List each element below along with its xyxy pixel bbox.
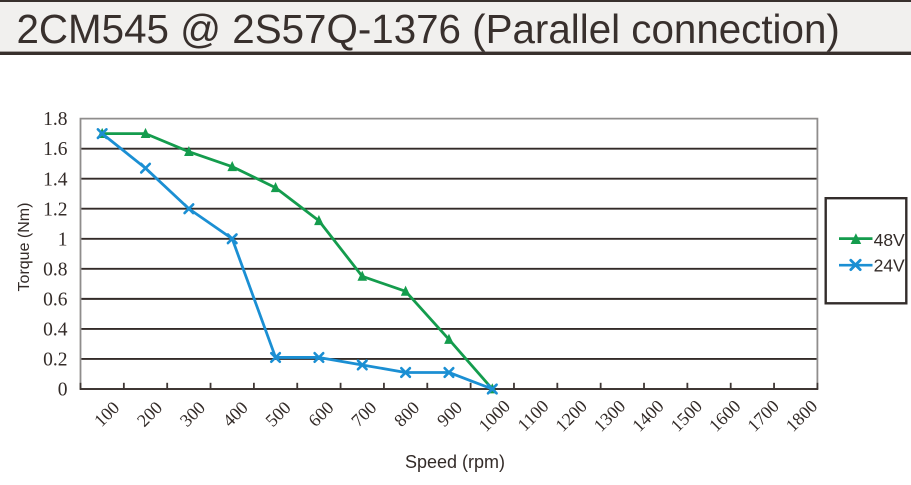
svg-text:Speed (rpm): Speed (rpm) [405,452,505,472]
svg-text:0.2: 0.2 [43,350,67,371]
svg-text:Torque (Nm): Torque (Nm) [16,203,33,292]
svg-text:0.4: 0.4 [43,320,68,341]
svg-text:0.6: 0.6 [43,289,68,310]
svg-text:1.8: 1.8 [43,109,67,130]
svg-text:0: 0 [58,380,68,401]
svg-text:2CM545 @ 2S57Q-1376 (Parallel: 2CM545 @ 2S57Q-1376 (Parallel connection… [17,6,840,52]
svg-text:1.4: 1.4 [43,169,68,190]
svg-text:48V: 48V [874,230,905,250]
svg-text:1: 1 [58,229,68,250]
svg-text:24V: 24V [874,255,905,275]
svg-text:1.2: 1.2 [43,199,67,220]
svg-text:0.8: 0.8 [43,259,67,280]
svg-text:1.6: 1.6 [43,139,68,160]
